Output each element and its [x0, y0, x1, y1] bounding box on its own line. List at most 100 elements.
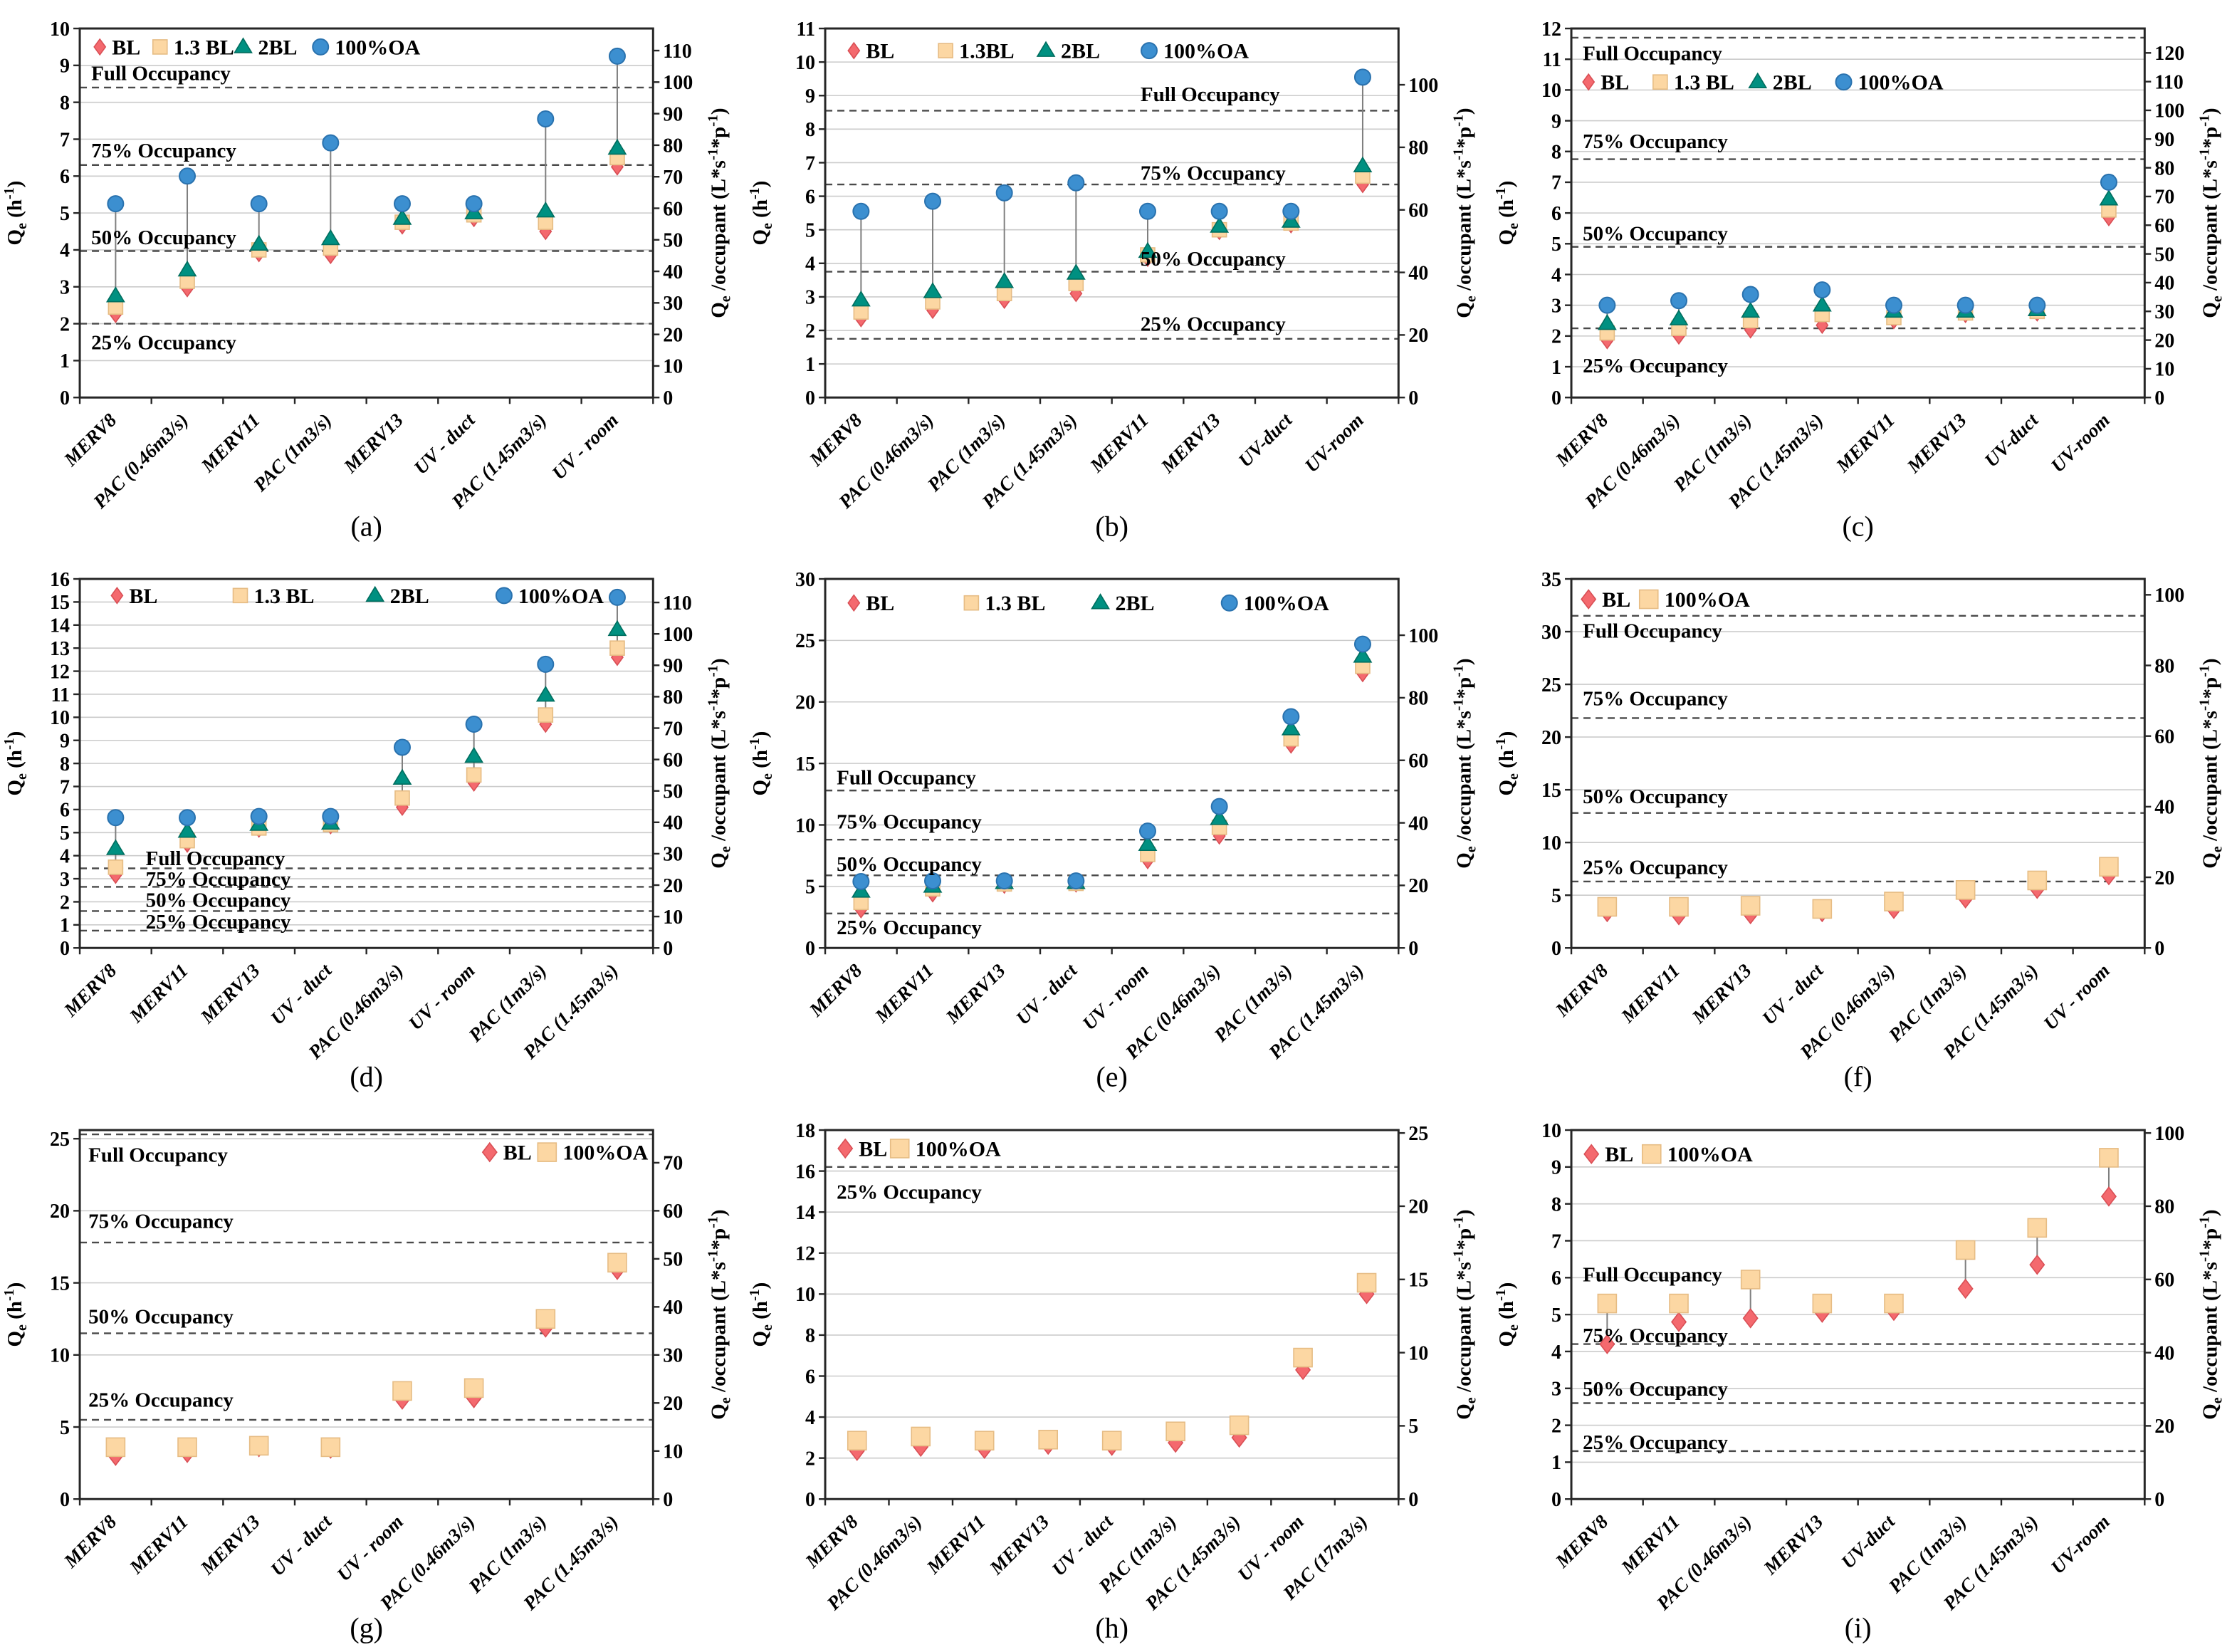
- occupancy-label: 75% Occupancy: [1141, 162, 1286, 185]
- occupancy-label: 25% Occupancy: [1583, 857, 1728, 879]
- data-point-100-oa: [1668, 1293, 1689, 1314]
- chart-background: [0, 1101, 746, 1652]
- y-axis-tick-label: 0: [1551, 1489, 1561, 1511]
- y-axis-tick-label: 20: [1541, 727, 1561, 749]
- plot-frame: [1570, 577, 2146, 950]
- plot-frame: [78, 1129, 654, 1500]
- y-axis-tick-label: 4: [805, 1407, 815, 1429]
- y-axis-title: Qe (h-1): [1, 1282, 30, 1347]
- y-axis-tick-label: 6: [1551, 203, 1561, 225]
- y-axis-title: Qe (h-1): [747, 731, 775, 796]
- occupancy-label: Full Occupancy: [146, 847, 285, 870]
- y2-axis-title: Qe /occupant (L*s-1*p-1): [2196, 659, 2225, 869]
- occupancy-label: 50% Occupancy: [1583, 222, 1728, 245]
- y2-axis-tick-label: 100: [2154, 1123, 2184, 1145]
- data-point-2bl: [1067, 263, 1086, 280]
- occupancy-label: 75% Occupancy: [1583, 1324, 1728, 1347]
- y-axis-tick-label: 14: [795, 1202, 815, 1224]
- y-axis-title: Qe (h-1): [1493, 1282, 1521, 1347]
- occupancy-label: 75% Occupancy: [1583, 130, 1728, 153]
- y-axis-tick-label: 18: [795, 1119, 815, 1141]
- data-point-1-3-bl: [538, 707, 554, 723]
- legend-label: 100%OA: [335, 36, 420, 59]
- data-point-1-3bl: [997, 286, 1012, 301]
- data-point-100-oa: [608, 589, 626, 607]
- occupancy-label: 25% Occupancy: [837, 1181, 982, 1203]
- legend-marker-4: [1221, 595, 1239, 612]
- data-point-2bl: [1812, 296, 1832, 312]
- data-point-2bl: [1740, 301, 1760, 318]
- y-axis-tick-label: 20: [50, 1201, 70, 1223]
- y2-axis-tick-label: 100: [2154, 100, 2184, 122]
- y-axis-tick-label: 11: [51, 684, 70, 706]
- occupancy-label: 75% Occupancy: [1583, 688, 1728, 711]
- y-axis-title: Qe (h-1): [747, 181, 775, 246]
- y2-axis-tick-label: 20: [1409, 876, 1429, 898]
- legend-marker-4: [495, 587, 513, 605]
- y2-axis-tick-label: 100: [1409, 75, 1439, 97]
- chart-background: [0, 0, 746, 551]
- y-axis-tick-label: 25: [50, 1129, 70, 1151]
- y-axis-tick-label: 9: [1551, 1156, 1561, 1178]
- data-point-100-oa: [465, 195, 483, 213]
- y2-axis-tick-label: 50: [663, 230, 683, 252]
- legend-marker-2: [1652, 74, 1668, 90]
- data-point-100-oa: [847, 1431, 867, 1450]
- legend: BL 1.3 BL 2BL 100%OA: [847, 592, 1329, 616]
- data-point-100-oa: [535, 1309, 556, 1329]
- data-point-100-oa: [2100, 173, 2117, 191]
- y-axis-tick-label: 8: [1551, 142, 1561, 164]
- legend-label: BL: [866, 40, 895, 63]
- data-point-100-oa: [1740, 1269, 1761, 1290]
- data-point-100-oa: [393, 195, 411, 213]
- y2-axis-tick-label: 40: [1409, 813, 1429, 835]
- chart-panel-f: 0 5 10 15 20 25 30 35 0 20 40 60 80 100 MERV8 MERV11 MER…: [1491, 550, 2237, 1102]
- y-axis-tick-label: 2: [60, 892, 70, 914]
- data-point-100-oa: [2098, 1147, 2119, 1168]
- y2-axis-title: Qe /occupant (L*s-1*p-1): [2196, 108, 2225, 318]
- y-axis-tick-label: 9: [60, 56, 70, 78]
- y2-axis-tick-label: 50: [663, 781, 683, 803]
- y-axis-tick-label: 15: [795, 753, 815, 775]
- data-point-2bl: [1138, 835, 1158, 852]
- data-point-2bl: [1138, 241, 1158, 258]
- y-axis-tick-label: 0: [805, 938, 815, 960]
- occupancy-label: 25% Occupancy: [146, 911, 291, 934]
- legend-marker-1: [837, 1138, 854, 1159]
- data-point-100-oa: [105, 1437, 126, 1457]
- data-point-100-oa: [1956, 296, 1974, 314]
- occupancy-label: 25% Occupancy: [88, 1389, 234, 1411]
- data-point-2bl: [1353, 647, 1373, 663]
- y-axis-tick-label: 3: [60, 869, 70, 891]
- occupancy-label: 25% Occupancy: [837, 916, 982, 939]
- chart-caption: (i): [1844, 1611, 1871, 1643]
- y-axis-tick-label: 15: [1541, 780, 1561, 802]
- plot-frame: [824, 1129, 1400, 1500]
- y-axis-tick-label: 9: [60, 731, 70, 753]
- legend-label: 1.3 BL: [254, 585, 315, 608]
- data-point-100-oa: [1670, 292, 1687, 310]
- y-axis-tick-label: 14: [50, 615, 70, 637]
- data-point-100-oa: [537, 656, 555, 674]
- legend-marker-2: [1641, 1144, 1662, 1164]
- y2-axis-tick-label: 60: [2154, 1269, 2174, 1291]
- data-point-100-oa: [1812, 1293, 1832, 1314]
- occupancy-label: 50% Occupancy: [1141, 248, 1286, 271]
- y2-axis-tick-label: 100: [2154, 585, 2184, 607]
- y-axis-tick-label: 16: [50, 569, 70, 591]
- y-axis-tick-label: 1: [1551, 1452, 1561, 1474]
- y2-axis-tick-label: 40: [2154, 273, 2174, 295]
- legend-label: 100%OA: [518, 585, 604, 608]
- y-axis-tick-label: 8: [60, 753, 70, 775]
- data-point-2bl: [177, 822, 197, 838]
- y-axis-tick-label: 10: [1541, 1119, 1561, 1141]
- legend-label: 2BL: [1061, 40, 1100, 63]
- y2-axis-title: Qe /occupant (L*s-1*p-1): [1451, 108, 1479, 318]
- legend-marker-2: [963, 595, 980, 611]
- data-point-2bl: [392, 209, 412, 225]
- data-point-100-oa: [1210, 202, 1228, 220]
- y2-axis-tick-label: 30: [663, 293, 683, 315]
- chart-background: [1491, 1101, 2237, 1652]
- data-point-2bl: [995, 272, 1015, 288]
